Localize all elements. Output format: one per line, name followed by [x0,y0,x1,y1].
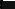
T-CS [3,2,4,3]
